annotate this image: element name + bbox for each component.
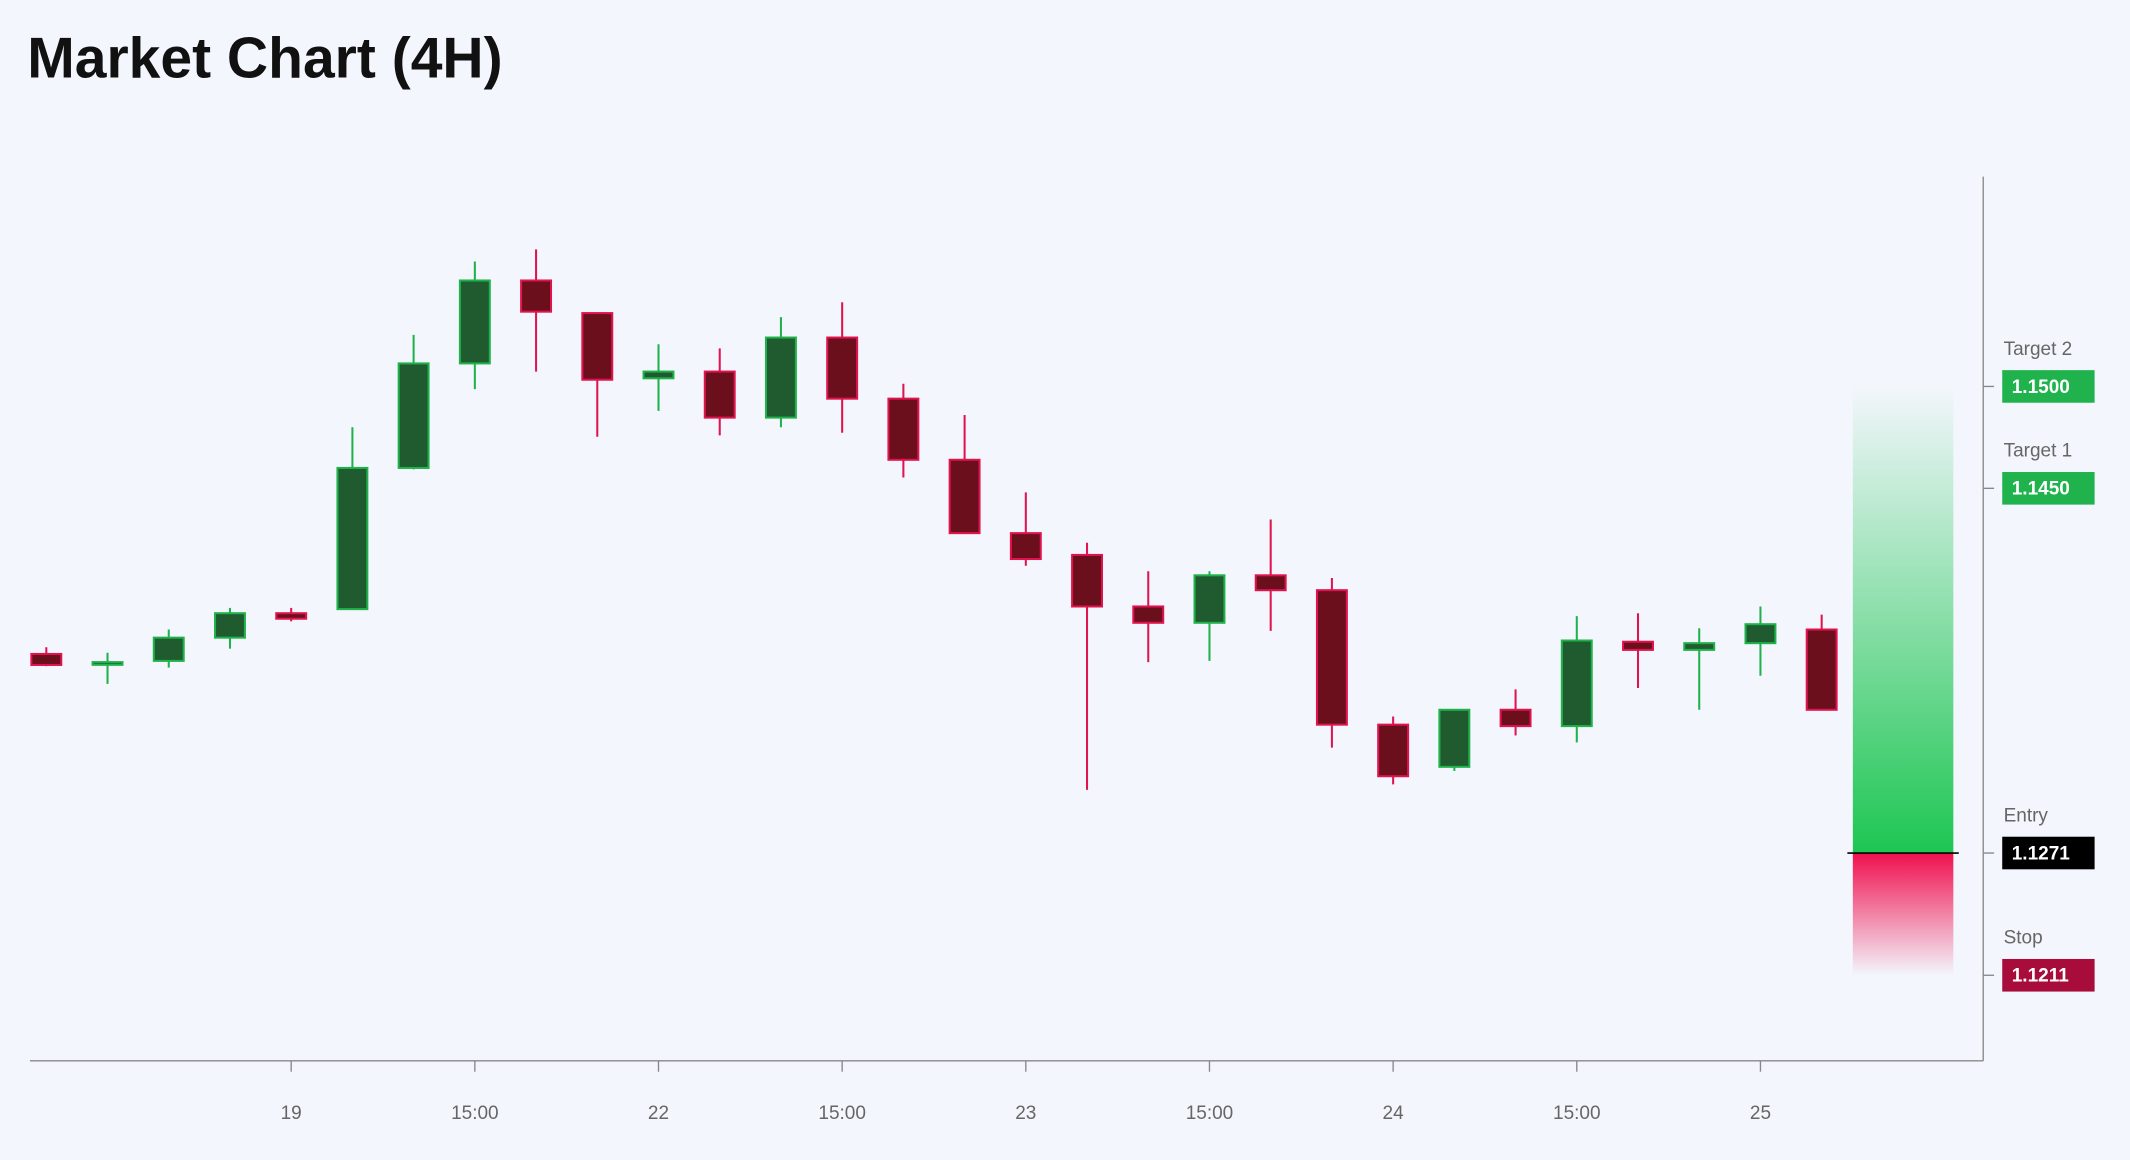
- candle-body: [214, 612, 246, 639]
- candle-body: [1683, 642, 1716, 651]
- candle-body: [275, 612, 308, 620]
- candle-body: [1009, 532, 1042, 561]
- candle-body: [703, 370, 736, 419]
- x-tick-label: 15:00: [451, 1103, 499, 1124]
- level-label: 1.1271: [2012, 843, 2071, 864]
- candle-body: [764, 336, 797, 419]
- x-tick-label: 15:00: [1186, 1103, 1234, 1124]
- level-label: 1.1500: [2012, 377, 2070, 398]
- candle-body: [1254, 574, 1287, 592]
- candle-body: [1560, 639, 1593, 728]
- level-badge: [2002, 472, 2095, 505]
- chart-title: Market Chart (4H): [27, 27, 502, 91]
- x-tick-label: 23: [1015, 1103, 1036, 1124]
- candle-body: [458, 279, 491, 365]
- level-label: 1.1211: [2012, 966, 2069, 987]
- candle-body: [1438, 708, 1471, 768]
- candle-body: [1193, 574, 1226, 624]
- candle-body: [1315, 589, 1348, 726]
- x-tick-label: 19: [281, 1103, 302, 1124]
- x-tick-label: 22: [648, 1103, 669, 1124]
- candle-body: [1805, 628, 1838, 711]
- candle-body: [152, 636, 185, 662]
- x-tick-label: 15:00: [1553, 1103, 1601, 1124]
- candle-body: [887, 397, 920, 461]
- candle-body: [1132, 605, 1165, 624]
- level-name: Entry: [2004, 805, 2049, 826]
- candle-body: [948, 458, 981, 535]
- level-badge: [2002, 958, 2095, 992]
- candle-body: [520, 279, 553, 313]
- level-name: Target 1: [2004, 441, 2073, 462]
- level-name: Target 2: [2004, 339, 2073, 360]
- x-tick-label: 25: [1750, 1103, 1771, 1124]
- candle-body: [1499, 708, 1532, 728]
- candle-body: [826, 336, 859, 400]
- candle-body: [30, 652, 63, 666]
- candle-body: [336, 466, 369, 611]
- x-tick-label: 15:00: [818, 1103, 866, 1124]
- level-badge: [2002, 370, 2095, 403]
- candle-body: [581, 312, 614, 381]
- level-name: Stop: [2004, 928, 2043, 949]
- level-badge: [2002, 836, 2095, 870]
- candle-body: [1744, 623, 1777, 645]
- candle-body: [1377, 723, 1410, 778]
- candle-body: [1071, 553, 1103, 608]
- level-label: 1.1450: [2012, 479, 2070, 500]
- profit-zone: [1852, 386, 1954, 854]
- candle-body: [1622, 640, 1654, 651]
- loss-zone: [1852, 853, 1954, 976]
- x-tick-label: 24: [1383, 1103, 1405, 1124]
- candle-body: [642, 370, 675, 380]
- candle-body: [397, 362, 430, 469]
- candle-body: [91, 661, 124, 666]
